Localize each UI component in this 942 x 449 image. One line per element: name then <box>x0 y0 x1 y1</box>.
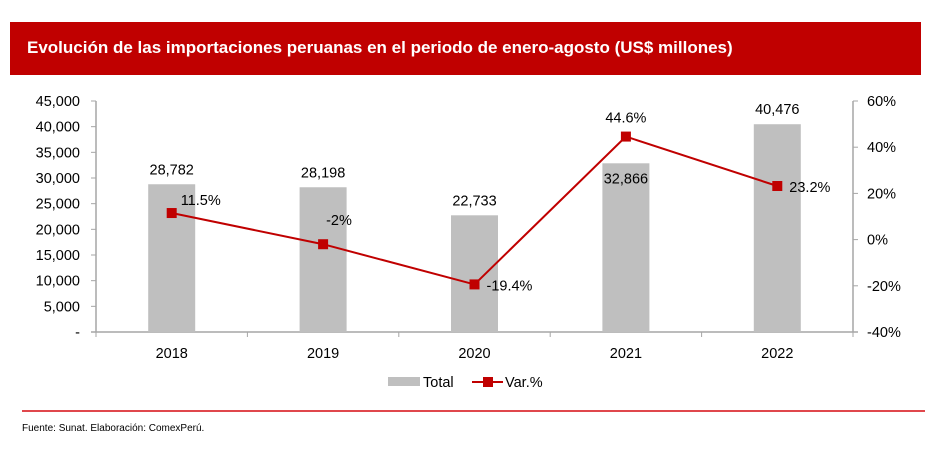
var-marker <box>772 181 783 192</box>
left-axis-tick-label: 30,000 <box>36 171 80 187</box>
x-axis-tick-label: 2022 <box>761 346 793 362</box>
left-axis-tick-label: - <box>75 325 80 341</box>
source-note: Fuente: Sunat. Elaboración: ComexPerú. <box>22 423 205 434</box>
var-marker <box>166 208 177 219</box>
var-marker <box>318 239 329 250</box>
legend-swatch-total <box>388 377 420 386</box>
left-axis-tick-label: 20,000 <box>36 222 80 238</box>
var-marker <box>469 279 480 290</box>
right-axis-tick-label: 0% <box>867 233 888 249</box>
x-axis-tick-label: 2021 <box>610 346 642 362</box>
var-line <box>166 131 783 290</box>
legend: Total Var.% <box>388 375 543 391</box>
data-labels: 28,782 28,198 22,733 32,866 40,476 11.5% -2% -1… <box>150 102 831 294</box>
bar-total <box>451 215 498 332</box>
var-data-label: 11.5% <box>181 193 221 209</box>
left-axis-tick-label: 45,000 <box>36 94 80 110</box>
left-axis-tick-label: 25,000 <box>36 197 80 213</box>
legend-swatch-marker <box>483 377 493 387</box>
bar-total <box>299 187 347 332</box>
left-axis-tick-label: 35,000 <box>36 145 80 161</box>
legend-label-total: Total <box>423 375 454 391</box>
bar-data-label: 28,198 <box>301 165 345 181</box>
footer-divider <box>22 410 925 412</box>
bar-total <box>602 163 650 332</box>
bar-data-label: 32,866 <box>604 171 648 187</box>
right-axis-tick-label: 40% <box>867 140 896 156</box>
var-data-label: -2% <box>326 213 352 229</box>
var-marker <box>620 131 631 142</box>
x-axis-tick-label: 2019 <box>307 346 339 362</box>
bar-data-label: 22,733 <box>452 193 496 209</box>
var-data-label: 44.6% <box>605 111 646 127</box>
var-data-label: -19.4% <box>487 278 533 294</box>
right-axis-tick-label: 60% <box>867 94 896 110</box>
axes: - 5,000 10,000 15,000 20,000 25,000 30,000 35,0… <box>36 94 901 362</box>
bar-data-label: 40,476 <box>755 102 799 118</box>
legend-label-var: Var.% <box>505 375 543 391</box>
var-data-label: 23.2% <box>789 180 830 196</box>
left-axis-tick-label: 40,000 <box>36 120 80 136</box>
bar-total <box>753 124 801 332</box>
bars <box>148 124 801 332</box>
right-axis-tick-label: -40% <box>867 325 901 341</box>
right-axis-tick-label: -20% <box>867 279 901 295</box>
left-axis-tick-label: 15,000 <box>36 248 80 264</box>
left-axis-tick-label: 10,000 <box>36 274 80 290</box>
right-axis-tick-label: 20% <box>867 186 896 202</box>
left-axis-tick-label: 5,000 <box>44 299 80 315</box>
chart-title-bar: Evolución de las importaciones peruanas … <box>10 22 921 75</box>
x-axis-tick-label: 2020 <box>458 346 490 362</box>
x-axis-tick-label: 2018 <box>156 346 188 362</box>
bar-data-label: 28,782 <box>150 162 194 178</box>
chart-title: Evolución de las importaciones peruanas … <box>27 38 733 57</box>
